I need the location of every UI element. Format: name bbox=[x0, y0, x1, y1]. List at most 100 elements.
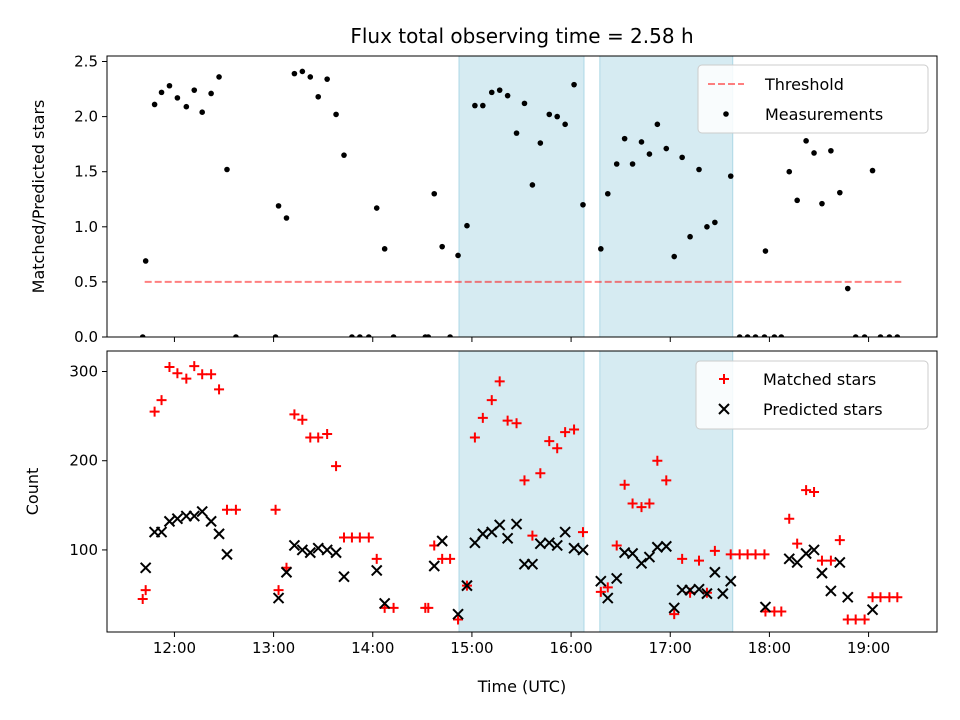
legend-marker bbox=[718, 403, 730, 415]
data-point bbox=[199, 109, 205, 115]
data-point bbox=[297, 414, 308, 425]
data-point bbox=[477, 528, 489, 540]
data-point bbox=[611, 540, 622, 551]
data-point bbox=[604, 190, 611, 197]
data-point bbox=[571, 81, 577, 88]
data-point bbox=[750, 549, 761, 560]
data-point bbox=[717, 587, 729, 600]
data-point bbox=[510, 518, 523, 530]
x-tick-label: 15:00 bbox=[450, 639, 493, 657]
data-point bbox=[341, 152, 347, 158]
data-point bbox=[313, 432, 324, 443]
data-point bbox=[216, 74, 222, 80]
data-point bbox=[595, 575, 607, 587]
data-point bbox=[602, 582, 613, 593]
data-point bbox=[388, 602, 399, 613]
legend-marker bbox=[719, 374, 729, 384]
chart-title: Flux total observing time = 2.58 h bbox=[350, 24, 693, 48]
legend: Threshold Measurements bbox=[697, 64, 929, 134]
data-point bbox=[496, 87, 503, 93]
data-point bbox=[844, 285, 851, 292]
data-point bbox=[224, 166, 230, 173]
data-point bbox=[501, 532, 514, 545]
data-point bbox=[759, 549, 770, 560]
data-point bbox=[759, 601, 772, 613]
data-point bbox=[696, 166, 702, 173]
data-point bbox=[627, 498, 638, 509]
data-point bbox=[213, 528, 225, 540]
data-point bbox=[828, 147, 834, 154]
data-point bbox=[166, 82, 173, 89]
data-point bbox=[363, 532, 374, 543]
data-point bbox=[171, 513, 184, 525]
data-point bbox=[800, 547, 812, 560]
legend-label: Predicted stars bbox=[763, 400, 883, 419]
data-point bbox=[221, 548, 233, 561]
data-point bbox=[196, 505, 208, 518]
data-point bbox=[712, 219, 718, 226]
legend-label: Threshold bbox=[764, 75, 844, 94]
data-point bbox=[537, 140, 544, 146]
data-point bbox=[736, 334, 743, 337]
data-point bbox=[142, 258, 149, 264]
data-point bbox=[771, 334, 778, 337]
data-point bbox=[322, 428, 333, 439]
data-point bbox=[598, 246, 604, 252]
data-point bbox=[469, 432, 480, 443]
shaded-interval bbox=[458, 350, 585, 633]
data-point bbox=[819, 200, 825, 207]
data-point bbox=[834, 535, 845, 546]
data-point bbox=[886, 334, 893, 337]
data-point bbox=[371, 564, 383, 577]
data-point bbox=[513, 130, 520, 136]
data-point bbox=[299, 68, 306, 75]
data-point bbox=[825, 585, 837, 597]
data-point bbox=[189, 361, 200, 372]
y-tick-label: 0.5 bbox=[74, 273, 98, 291]
data-point bbox=[842, 591, 854, 603]
data-point bbox=[816, 567, 828, 579]
data-point bbox=[291, 70, 298, 77]
x-tick-label: 18:00 bbox=[748, 639, 791, 657]
data-point bbox=[373, 205, 380, 211]
data-point bbox=[423, 602, 434, 613]
data-point bbox=[595, 586, 606, 597]
y-axis-label: Matched/Predicted stars bbox=[29, 100, 48, 294]
data-point bbox=[338, 570, 350, 583]
y-axis-label: Count bbox=[23, 468, 42, 516]
data-point bbox=[801, 485, 812, 496]
data-point bbox=[452, 608, 464, 620]
data-point bbox=[834, 556, 846, 569]
data-point bbox=[794, 197, 800, 204]
x-tick-label: 17:00 bbox=[649, 639, 692, 657]
data-point bbox=[164, 362, 175, 373]
data-point bbox=[156, 395, 167, 406]
data-point bbox=[480, 102, 486, 109]
data-point bbox=[894, 334, 901, 337]
data-point bbox=[205, 515, 217, 528]
data-point bbox=[877, 334, 884, 337]
data-point bbox=[808, 544, 820, 556]
data-point bbox=[544, 436, 555, 447]
data-point bbox=[786, 168, 793, 175]
data-point bbox=[687, 233, 693, 240]
y-tick-label: 2.5 bbox=[74, 53, 98, 71]
data-point bbox=[635, 557, 648, 570]
data-point bbox=[439, 243, 445, 250]
data-point bbox=[852, 334, 859, 337]
data-point bbox=[546, 111, 553, 118]
x-axis-label: Time (UTC) bbox=[477, 677, 566, 696]
data-point bbox=[428, 560, 440, 572]
data-point bbox=[837, 189, 843, 196]
shaded-interval bbox=[458, 55, 585, 338]
data-point bbox=[638, 139, 645, 145]
data-point bbox=[511, 418, 522, 429]
data-point bbox=[289, 409, 300, 420]
data-point bbox=[535, 468, 546, 479]
data-point bbox=[725, 575, 737, 587]
data-point bbox=[158, 89, 165, 96]
data-point bbox=[163, 515, 176, 528]
data-point bbox=[744, 334, 751, 337]
x-tick-label: 12:00 bbox=[153, 639, 196, 657]
data-point bbox=[668, 602, 680, 614]
